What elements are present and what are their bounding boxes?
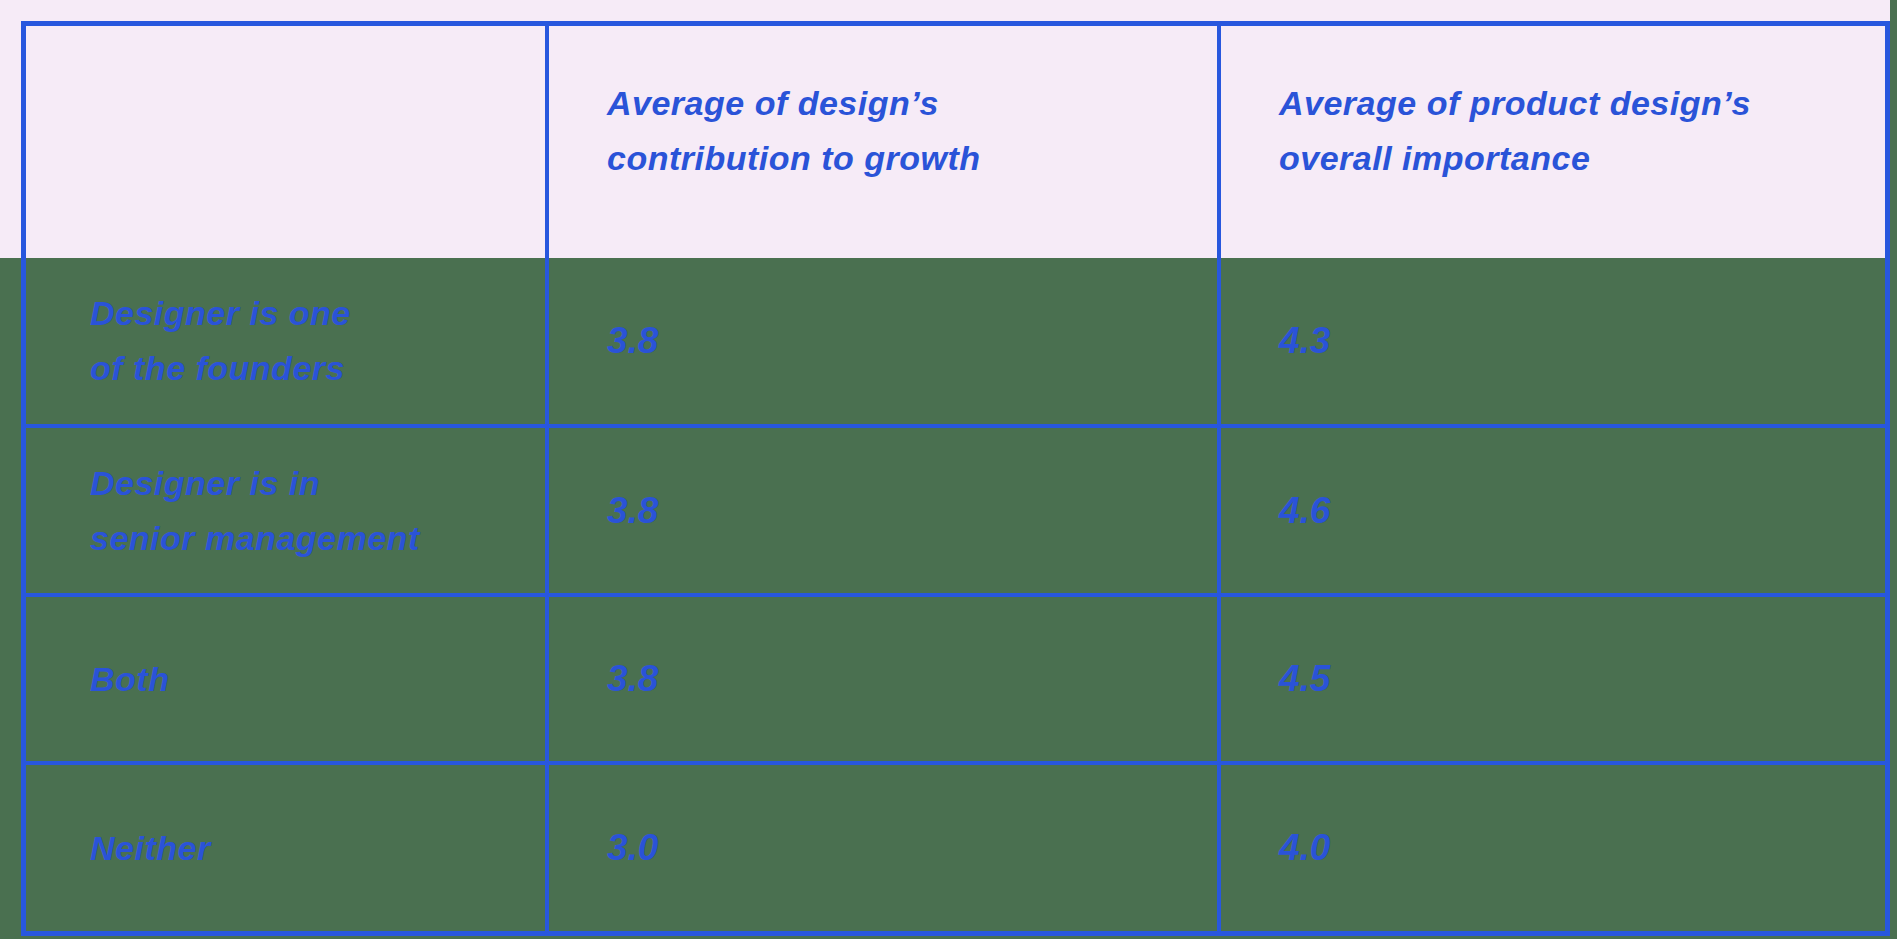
data-table: Average of design’s contribution to grow… <box>21 21 1890 936</box>
value-text: 3.8 <box>607 491 1217 531</box>
row-label-line: of the founders <box>90 341 545 396</box>
row-label-line: Designer is in <box>90 456 545 511</box>
row-label-both: Both <box>26 597 549 765</box>
row-label-line: Neither <box>90 821 545 876</box>
row-label-line: senior management <box>90 511 545 566</box>
value-cell-contribution: 3.8 <box>549 428 1221 597</box>
value-cell-importance: 4.0 <box>1221 765 1885 931</box>
value-text: 3.8 <box>607 659 1217 699</box>
value-cell-contribution: 3.8 <box>549 258 1221 428</box>
row-label-neither: Neither <box>26 765 549 931</box>
column-header-contribution: Average of design’s contribution to grow… <box>549 26 1221 258</box>
column-header-line: contribution to growth <box>607 131 1217 186</box>
row-label-line: Both <box>90 652 545 707</box>
value-cell-contribution: 3.0 <box>549 765 1221 931</box>
row-label-line: Designer is one <box>90 286 545 341</box>
table-figure: { "chart_data": { "type": "table", "titl… <box>0 0 1897 939</box>
value-text: 4.6 <box>1279 491 1885 531</box>
value-cell-contribution: 3.8 <box>549 597 1221 765</box>
value-text: 4.3 <box>1279 321 1885 361</box>
column-header-line: overall importance <box>1279 131 1885 186</box>
value-text: 4.5 <box>1279 659 1885 699</box>
column-header-line: Average of design’s <box>607 76 1217 131</box>
value-cell-importance: 4.5 <box>1221 597 1885 765</box>
value-text: 4.0 <box>1279 828 1885 868</box>
corner-cell <box>26 26 549 258</box>
value-cell-importance: 4.3 <box>1221 258 1885 428</box>
value-text: 3.0 <box>607 828 1217 868</box>
column-header-line: Average of product design’s <box>1279 76 1885 131</box>
value-cell-importance: 4.6 <box>1221 428 1885 597</box>
value-text: 3.8 <box>607 321 1217 361</box>
row-label-founder: Designer is one of the founders <box>26 258 549 428</box>
row-label-senior-management: Designer is in senior management <box>26 428 549 597</box>
column-header-importance: Average of product design’s overall impo… <box>1221 26 1885 258</box>
